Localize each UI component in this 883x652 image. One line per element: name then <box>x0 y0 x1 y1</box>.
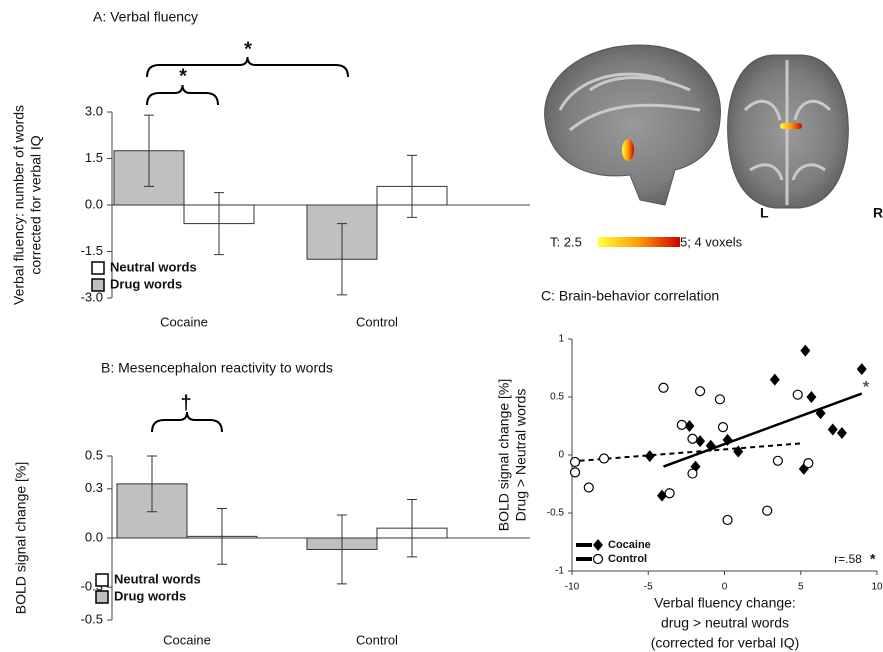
legend-swatch <box>92 262 104 274</box>
y-tick-label: 1 <box>558 334 564 345</box>
legend-label: Drug words <box>114 588 186 603</box>
fit-line <box>580 443 801 460</box>
sagittal-activation <box>622 139 634 161</box>
colorbar-max-label: 5; 4 voxels <box>680 234 743 249</box>
y-tick-label: 0.5 <box>85 447 103 462</box>
y-axis-label: Drug > Neutral words <box>513 389 529 522</box>
point <box>659 383 668 392</box>
point <box>718 423 727 432</box>
point <box>677 420 686 429</box>
hemisphere-right: R <box>873 205 883 221</box>
y-tick-label: -1.5 <box>81 243 103 258</box>
x-axis-label: (corrected for verbal IQ) <box>651 635 800 651</box>
point <box>793 390 802 399</box>
point <box>584 483 593 492</box>
point <box>600 454 609 463</box>
y-tick-label: 1.5 <box>85 150 103 165</box>
x-tick-label: 5 <box>798 582 804 593</box>
x-tick-label: -5 <box>644 582 653 593</box>
x-tick-label: Control <box>356 632 398 647</box>
legend-label: Neutral words <box>110 259 197 274</box>
x-tick-label: Cocaine <box>163 632 211 647</box>
significance-marker: * <box>870 551 876 567</box>
x-axis-label: drug > neutral words <box>661 615 789 631</box>
point <box>715 395 724 404</box>
chart-title: A: Verbal fluency <box>93 9 198 25</box>
point <box>806 391 816 403</box>
significance-marker: * <box>244 38 252 60</box>
point <box>837 427 847 439</box>
point <box>763 506 772 515</box>
y-tick-label: -1 <box>555 566 564 577</box>
correlation-label: r=.58 <box>834 552 862 566</box>
y-tick-label: -0.5 <box>81 611 103 626</box>
legend-label: Drug words <box>110 276 182 291</box>
y-tick-label: 0.0 <box>85 196 103 211</box>
brain-images <box>545 45 849 247</box>
x-axis-label: Verbal fluency change: <box>654 595 796 611</box>
figure: T: 2.5 5; 4 voxels L R A: Verbal fluency… <box>0 0 883 652</box>
x-tick-label: Control <box>356 314 398 329</box>
point <box>571 457 580 466</box>
legend-swatch <box>92 279 104 291</box>
point <box>857 363 867 375</box>
significance-marker: * <box>179 65 187 87</box>
x-tick-label: 10 <box>871 582 883 593</box>
chart-title: B: Mesencephalon reactivity to words <box>101 360 333 376</box>
x-tick-label: -10 <box>565 582 580 593</box>
y-tick-label: 0.3 <box>85 480 103 495</box>
axial-activation <box>780 123 802 129</box>
chart-title: C: Brain-behavior correlation <box>541 288 719 304</box>
colorbar <box>598 237 680 247</box>
point <box>696 387 705 396</box>
significance-marker: * <box>863 379 870 396</box>
y-tick-label: 3.0 <box>85 103 103 118</box>
legend-swatch <box>96 591 108 603</box>
x-tick-label: 0 <box>722 582 728 593</box>
y-axis-label: Verbal fluency: number of words <box>11 105 27 305</box>
legend-label: Neutral words <box>114 571 201 586</box>
significance-bracket <box>152 412 222 432</box>
legend-label: Control <box>608 553 647 565</box>
y-axis-label: corrected for verbal IQ <box>28 135 44 274</box>
hemisphere-left: L <box>760 205 769 221</box>
point <box>800 345 810 357</box>
significance-bracket <box>147 85 218 105</box>
y-tick-label: 0 <box>558 450 564 461</box>
point <box>828 423 838 435</box>
colorbar-min-label: T: 2.5 <box>550 234 582 249</box>
x-tick-label: Cocaine <box>160 314 208 329</box>
legend-label: Cocaine <box>608 539 651 551</box>
legend-marker <box>593 539 603 551</box>
point <box>688 434 697 443</box>
point <box>665 489 674 498</box>
y-tick-label: 0.5 <box>550 392 564 403</box>
sagittal-slice <box>545 45 721 205</box>
point <box>770 374 780 386</box>
legend-marker <box>594 555 603 564</box>
point <box>804 459 813 468</box>
y-axis-label: BOLD signal change [%] <box>496 379 512 532</box>
point <box>723 515 732 524</box>
legend-swatch <box>96 574 108 586</box>
significance-marker: † <box>180 392 191 414</box>
point <box>571 468 580 477</box>
y-tick-label: -0.5 <box>547 508 565 519</box>
point <box>773 456 782 465</box>
y-axis-label: BOLD signal change [%] <box>13 462 29 615</box>
point <box>688 469 697 478</box>
y-tick-label: 0.0 <box>85 529 103 544</box>
